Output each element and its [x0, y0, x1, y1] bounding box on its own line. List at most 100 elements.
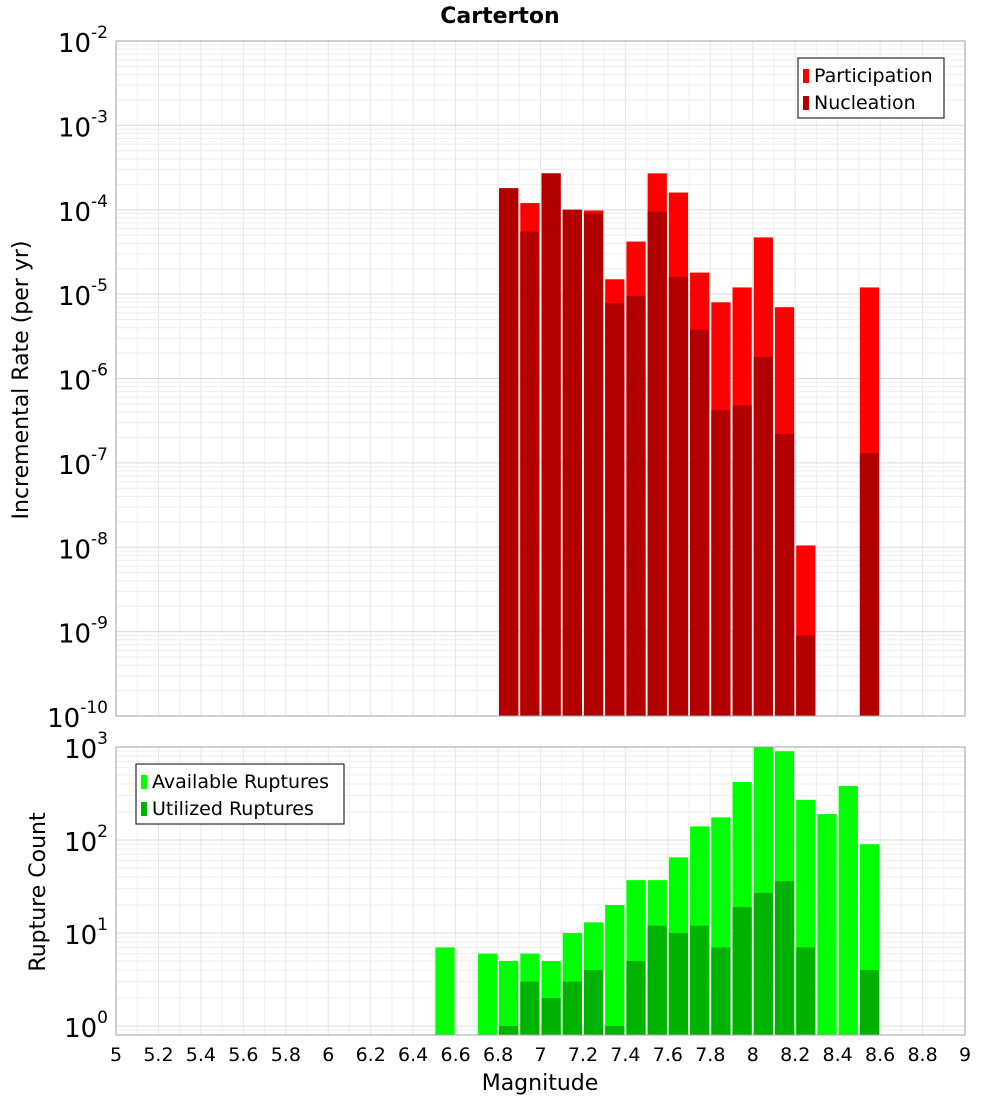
top-legend: Participation Nucleation — [797, 57, 945, 119]
top-bar — [605, 303, 625, 716]
bottom-bar — [668, 932, 689, 1035]
top-y-tick-label: 10-10 — [47, 698, 108, 734]
bottom-bar — [499, 1025, 519, 1035]
x-tick-label: 8.8 — [907, 1044, 937, 1066]
bottom-bar — [562, 981, 582, 1035]
x-tick-label: 6.2 — [356, 1044, 386, 1066]
bottom-series-utilized-ruptures — [499, 881, 880, 1035]
bottom-legend-label: Available Ruptures — [152, 771, 329, 793]
chart-title: Carterton — [440, 4, 559, 29]
top-legend-label: Participation — [814, 65, 933, 87]
top-bar — [647, 211, 667, 716]
top-y-tick-label: 10-8 — [58, 529, 108, 565]
top-bar — [796, 635, 816, 716]
x-tick-label: 7.6 — [653, 1044, 683, 1066]
top-y-tick-label: 10-7 — [58, 445, 108, 481]
bottom-bar — [605, 1025, 625, 1035]
top-panel: 10-2 10-3 10-4 10-5 10-6 10-7 10-8 10-9 10-10 Par… — [47, 23, 966, 734]
top-bar — [583, 213, 604, 717]
bottom-bar — [859, 969, 880, 1035]
bottom-bar — [520, 981, 540, 1035]
top-legend-box — [797, 57, 945, 119]
bottom-legend-label: Utilized Ruptures — [152, 798, 314, 820]
x-tick-label: 8.4 — [823, 1044, 853, 1066]
top-grid — [115, 40, 966, 717]
bottom-y-tick-labels: 103 102 101 100 — [64, 729, 108, 1044]
top-legend-swatch — [803, 69, 809, 83]
top-series-nucleation — [499, 173, 880, 717]
bottom-bar — [817, 814, 837, 1035]
x-tick-label: 8.2 — [780, 1044, 810, 1066]
x-tick-label: 6.6 — [440, 1044, 470, 1066]
bottom-bar — [626, 960, 646, 1035]
bottom-bar — [605, 904, 625, 1035]
x-tick-label: 5.8 — [271, 1044, 301, 1066]
x-tick-label: 6.8 — [483, 1044, 513, 1066]
top-bar — [859, 453, 880, 716]
bottom-bar — [647, 925, 667, 1035]
top-bar — [711, 410, 731, 716]
x-tick-label: 8 — [747, 1044, 759, 1066]
bottom-legend-swatch — [141, 775, 147, 789]
bottom-y-tick-label: 103 — [64, 729, 108, 765]
top-y-tick-label: 10-5 — [58, 276, 108, 312]
x-axis-label: Magnitude — [482, 1071, 599, 1096]
top-bar — [520, 231, 540, 716]
top-bar — [562, 209, 582, 716]
top-y-tick-label: 10-6 — [58, 361, 108, 397]
x-tick-label: 7 — [534, 1044, 546, 1066]
x-tick-label: 7.8 — [695, 1044, 725, 1066]
top-bar — [690, 329, 710, 716]
bottom-legend-box — [135, 763, 345, 825]
top-bar — [626, 296, 646, 716]
top-bar — [541, 173, 561, 716]
bottom-bar — [499, 960, 519, 1035]
bottom-bar — [711, 947, 731, 1035]
bottom-bar — [838, 786, 858, 1035]
top-legend-label: Nucleation — [814, 92, 916, 114]
x-tick-label: 5.6 — [228, 1044, 258, 1066]
bottom-bar — [435, 947, 455, 1035]
top-bar — [499, 188, 519, 717]
top-y-tick-label: 10-9 — [58, 614, 108, 650]
top-y-tick-label: 10-2 — [58, 23, 108, 59]
bottom-bar — [732, 907, 752, 1035]
x-tick-label: 5.2 — [143, 1044, 173, 1066]
x-tick-label: 7.4 — [610, 1044, 640, 1066]
top-y-axis-label: Incremental Rate (per yr) — [9, 241, 34, 520]
x-tick-label: 6.4 — [398, 1044, 428, 1066]
bottom-bar — [477, 953, 498, 1035]
x-tick-labels: 5 5.2 5.4 5.6 5.8 6 6.2 6.4 6.6 6.8 7 7.2 7.4 7.6 7.8 8… — [110, 1044, 971, 1066]
bottom-bar — [796, 947, 816, 1035]
bottom-panel: 103 102 101 100 Available Ruptures Utilized R… — [64, 729, 966, 1044]
x-tick-label: 6 — [322, 1044, 334, 1066]
x-tick-label: 5 — [110, 1044, 122, 1066]
bottom-bar — [583, 969, 604, 1035]
top-bar — [732, 405, 752, 716]
x-tick-label: 7.2 — [568, 1044, 598, 1066]
top-bar — [668, 276, 689, 716]
top-bar — [774, 433, 795, 716]
bottom-bar — [753, 892, 773, 1035]
bottom-y-tick-label: 101 — [64, 915, 108, 951]
bottom-y-tick-label: 102 — [64, 822, 108, 858]
top-y-tick-labels: 10-2 10-3 10-4 10-5 10-6 10-7 10-8 10-9 10-10 — [47, 23, 108, 734]
x-tick-label: 5.4 — [186, 1044, 216, 1066]
bottom-bar — [774, 881, 795, 1035]
bottom-y-axis-label: Rupture Count — [26, 812, 51, 972]
x-tick-label: 8.6 — [865, 1044, 895, 1066]
bottom-legend-swatch — [141, 802, 147, 816]
bottom-bar — [690, 925, 710, 1035]
bottom-plot-frame — [115, 746, 966, 1036]
top-legend-swatch — [803, 96, 809, 110]
top-bar — [753, 356, 773, 716]
top-y-tick-label: 10-4 — [58, 192, 108, 228]
bottom-bar — [541, 997, 561, 1035]
top-plot-frame — [115, 40, 966, 717]
bottom-y-tick-label: 100 — [64, 1008, 108, 1044]
x-tick-label: 9 — [959, 1044, 971, 1066]
bottom-legend: Available Ruptures Utilized Ruptures — [135, 763, 345, 825]
top-y-tick-label: 10-3 — [58, 107, 108, 143]
